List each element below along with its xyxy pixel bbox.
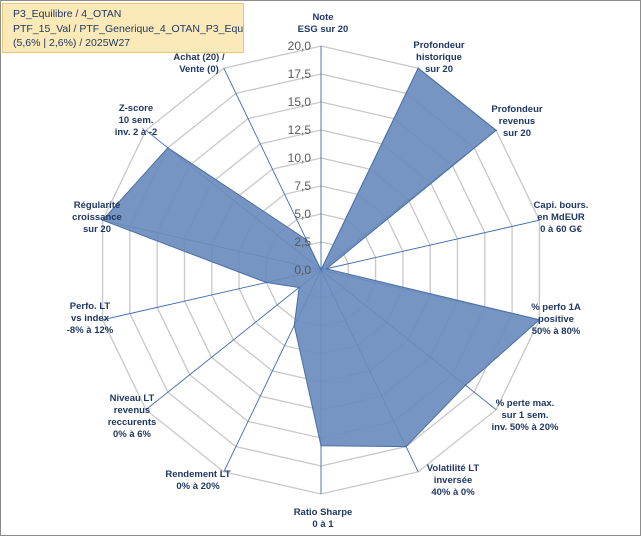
axis-label-13-line-2: Vente (0) <box>179 64 219 75</box>
axis-label-7: Ratio Sharpe 0 à 1 <box>294 507 353 530</box>
tick-label-5: 12,5 <box>288 123 312 137</box>
tick-label-3: 7,5 <box>294 179 311 193</box>
data-point-5 <box>464 384 467 387</box>
data-point-13 <box>305 238 308 241</box>
axis-label-9-line-3: 0% à 6% <box>113 429 152 440</box>
data-point-1 <box>417 67 420 69</box>
axis-label-2: Profondeur revenus sur 20 <box>491 104 542 139</box>
axis-label-6-line-2: 40% à 0% <box>431 487 475 498</box>
axis-label-12-line-1: 10 sem. <box>119 115 154 126</box>
axis-label-5: % perte max. sur 1 sem. inv. 50% à 20% <box>492 398 559 433</box>
tick-label-6: 15,0 <box>288 95 312 109</box>
radar-ticks: 0,0 2,5 5,0 7,5 10,0 12,5 15,0 17,5 20,0 <box>288 39 312 277</box>
axis-label-9-line-1: revenus <box>114 405 150 416</box>
axis-label-4: % perfo 1A positive 50% à 80% <box>531 302 581 337</box>
data-point-3 <box>325 268 328 270</box>
data-point-6 <box>405 445 407 448</box>
axis-label-6-line-1: inversée <box>434 475 473 486</box>
data-point-12 <box>167 147 169 149</box>
axis-label-4-line-0: % perfo 1A <box>531 302 581 313</box>
axis-label-2-line-0: Profondeur <box>491 104 542 115</box>
axis-label-6-line-0: Volatilité LT <box>427 463 480 474</box>
tick-label-0: 0,0 <box>294 263 311 277</box>
info-box: P3_Equilibre / 4_OTAN PTF_15_Val / PTF_G… <box>2 3 244 53</box>
axis-label-11-line-2: sur 20 <box>83 224 111 235</box>
axis-label-5-line-0: % perte max. <box>496 398 555 409</box>
axis-label-3-line-0: Capi. bours. <box>534 200 589 211</box>
axis-label-4-line-2: 50% à 80% <box>532 326 581 337</box>
axis-label-0: Note ESG sur 20 <box>298 12 349 35</box>
tick-label-1: 2,5 <box>294 235 311 249</box>
axis-label-2-line-1: revenus <box>499 116 535 127</box>
axis-label-12-line-0: Z-score <box>119 103 153 114</box>
axis-label-8: Rendement LT 0% à 20% <box>165 469 230 492</box>
axis-label-13-line-1: Achat (20) / <box>173 52 225 63</box>
axis-label-7-line-0: Ratio Sharpe <box>294 507 353 518</box>
axis-label-2-line-2: sur 20 <box>503 128 531 139</box>
data-point-7 <box>320 445 322 447</box>
axis-label-9-line-2: reccurents <box>108 417 157 428</box>
radar-series <box>101 67 541 448</box>
spoke-13 <box>223 68 322 271</box>
axis-label-6: Volatilité LT inversée 40% à 0% <box>427 463 480 498</box>
tick-label-2: 5,0 <box>294 207 311 221</box>
axis-label-3: Capi. bours. en MdEUR 0 à 60 G€ <box>534 200 589 235</box>
axis-label-11-line-1: croissance <box>72 212 122 223</box>
axis-label-4-line-1: positive <box>538 314 574 325</box>
axis-label-11-line-0: Régularité <box>74 200 120 211</box>
axis-label-12-line-2: inv. 2 à -2 <box>115 127 158 138</box>
axis-label-8-line-1: 0% à 20% <box>176 481 220 492</box>
tick-label-7: 17,5 <box>288 67 312 81</box>
axis-label-0-line-0: Note <box>312 12 333 23</box>
axis-label-10-line-0: Perfo. LT <box>70 301 111 312</box>
axis-label-1-line-2: sur 20 <box>425 64 453 75</box>
axis-label-9-line-0: Niveau LT <box>110 393 155 404</box>
axis-label-0-line-1: ESG sur 20 <box>298 24 349 35</box>
axis-label-9: Niveau LT revenus reccurents 0% à 6% <box>108 393 157 440</box>
data-point-4 <box>538 319 541 321</box>
info-line-2: PTF_15_Val / PTF_Generique_4_OTAN_P3_Equ… <box>13 22 244 35</box>
axis-label-1-line-1: historique <box>416 52 462 63</box>
data-point-10 <box>265 281 268 284</box>
data-point-8 <box>293 324 296 327</box>
axis-label-3-line-1: en MdEUR <box>537 212 585 223</box>
tick-label-8: 20,0 <box>288 39 312 53</box>
axis-label-10: Perfo. LT vs index -8% à 12% <box>67 301 114 336</box>
axis-label-5-line-2: inv. 50% à 20% <box>492 422 559 433</box>
axis-label-8-line-0: Rendement LT <box>165 469 230 480</box>
data-point-9 <box>298 286 300 289</box>
info-line-1: P3_Equilibre / 4_OTAN <box>13 8 122 20</box>
axis-label-11: Régularité croissance sur 20 <box>72 200 122 235</box>
spoke-9 <box>145 269 322 411</box>
axis-label-3-line-2: 0 à 60 G€ <box>540 224 582 235</box>
axis-label-10-line-2: -8% à 12% <box>67 325 114 336</box>
spoke-3 <box>320 219 540 271</box>
data-point-0 <box>320 269 322 271</box>
axis-label-5-line-1: sur 1 sem. <box>502 410 549 421</box>
axis-label-1-line-0: Profondeur <box>413 40 464 51</box>
axis-label-7-line-1: 0 à 1 <box>312 519 334 530</box>
data-point-11 <box>101 219 104 221</box>
axis-label-12: Z-score 10 sem. inv. 2 à -2 <box>115 103 158 138</box>
axis-label-10-line-1: vs index <box>71 313 110 324</box>
info-line-3: (5,6% | 2,6%) / 2025W27 <box>13 37 131 49</box>
data-point-2 <box>495 129 497 132</box>
axis-label-1: Profondeur historique sur 20 <box>413 40 464 75</box>
tick-label-4: 10,0 <box>288 151 312 165</box>
